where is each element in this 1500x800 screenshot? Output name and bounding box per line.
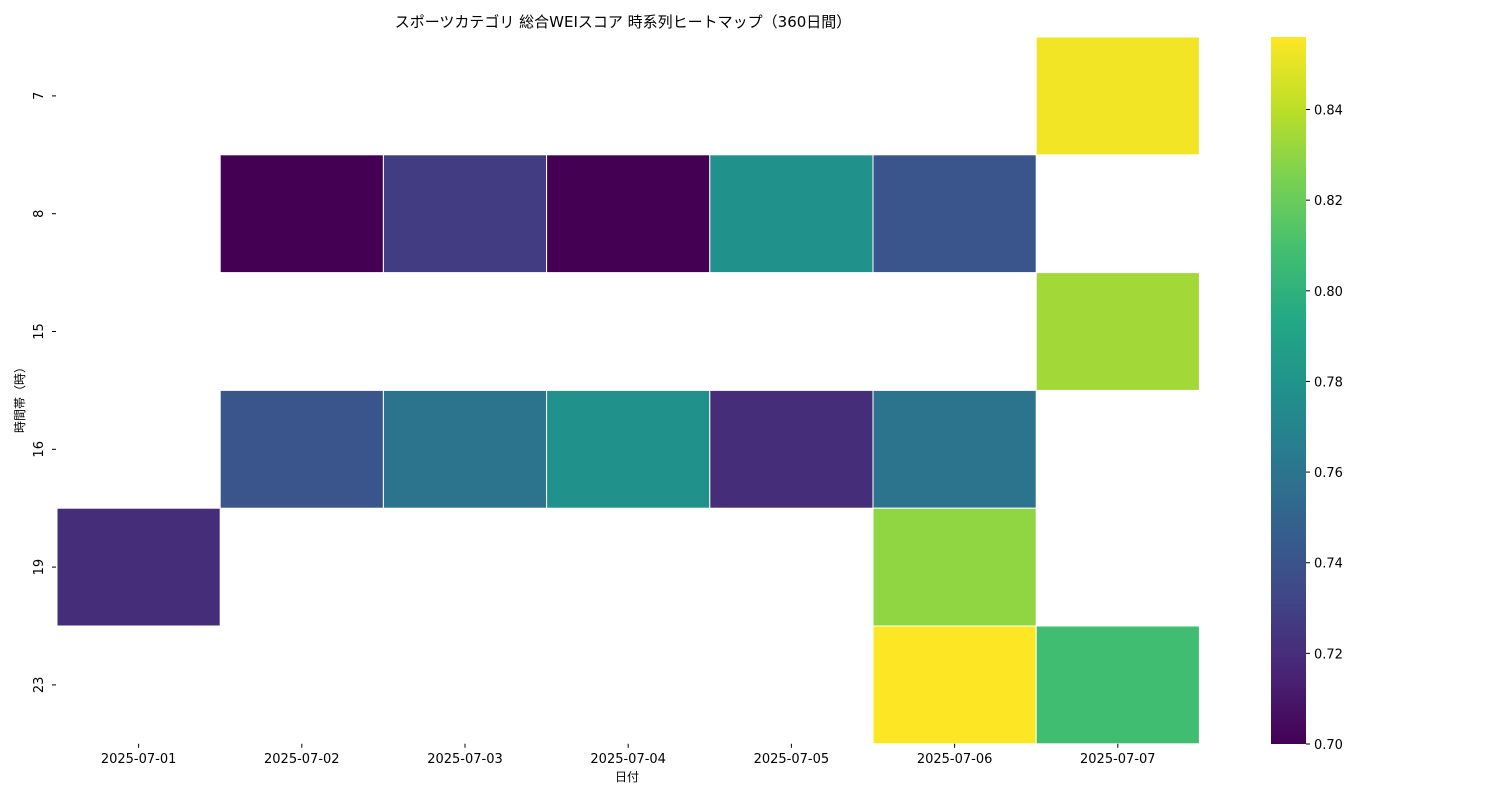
y-axis-label: 時間帯（時）	[13, 361, 27, 433]
y-tick-label: 23	[32, 677, 47, 694]
colorbar-tick-label: 0.76	[1314, 466, 1343, 481]
heatmap-cell	[872, 507, 1037, 627]
heatmap-cell	[1035, 272, 1200, 391]
heatmap-cell	[382, 154, 548, 274]
colorbar-tick-label: 0.72	[1314, 647, 1343, 662]
x-tick-label: 2025-07-03	[427, 752, 503, 767]
heatmap-cell	[1035, 36, 1200, 156]
x-axis-label: 日付	[615, 770, 639, 784]
colorbar-tick-label: 0.70	[1314, 738, 1343, 753]
heatmap-cell	[872, 625, 1037, 745]
colorbar-tick-label: 0.78	[1314, 375, 1343, 390]
y-axis-ticks: 7 8 15 16 19 23	[32, 92, 56, 693]
x-tick-label: 2025-07-02	[264, 752, 340, 767]
chart-title: スポーツカテゴリ 総合WEIスコア 時系列ヒートマップ（360日間）	[395, 13, 852, 31]
heatmap-cell	[709, 389, 874, 509]
heatmap-cell	[546, 389, 711, 509]
heatmap-cell	[219, 389, 384, 509]
y-tick-label: 7	[32, 92, 47, 100]
x-tick-label: 2025-07-04	[590, 752, 666, 767]
colorbar-ticks: 0.70 0.72 0.74 0.76 0.78 0.80 0.82 0.84	[1306, 104, 1343, 753]
colorbar-tick-label: 0.84	[1314, 104, 1343, 119]
heatmap-cell	[219, 154, 384, 274]
heatmap-cell	[546, 154, 711, 274]
heatmap-cell	[872, 154, 1037, 274]
y-tick-label: 19	[32, 559, 47, 576]
heatmap-cell	[56, 507, 221, 627]
colorbar-gradient	[1271, 37, 1306, 744]
colorbar-tick-label: 0.74	[1314, 557, 1343, 572]
colorbar: 0.70 0.72 0.74 0.76 0.78 0.80 0.82 0.84	[1271, 37, 1343, 753]
heatmap-cell	[872, 389, 1037, 509]
x-tick-label: 2025-07-07	[1080, 752, 1156, 767]
y-tick-label: 16	[32, 441, 47, 458]
colorbar-tick-label: 0.80	[1314, 285, 1343, 300]
x-axis-ticks: 2025-07-01 2025-07-02 2025-07-03 2025-07-04…	[101, 743, 1156, 767]
heatmap-cell	[1035, 625, 1200, 745]
y-tick-label: 15	[32, 323, 47, 340]
heatmap-cell	[709, 154, 874, 274]
x-tick-label: 2025-07-06	[917, 752, 993, 767]
heatmap-cell	[382, 389, 548, 509]
x-tick-label: 2025-07-01	[101, 752, 177, 767]
y-tick-label: 8	[32, 210, 47, 218]
colorbar-tick-label: 0.82	[1314, 194, 1343, 209]
heatmap-cells	[56, 36, 1200, 745]
x-tick-label: 2025-07-05	[754, 752, 830, 767]
